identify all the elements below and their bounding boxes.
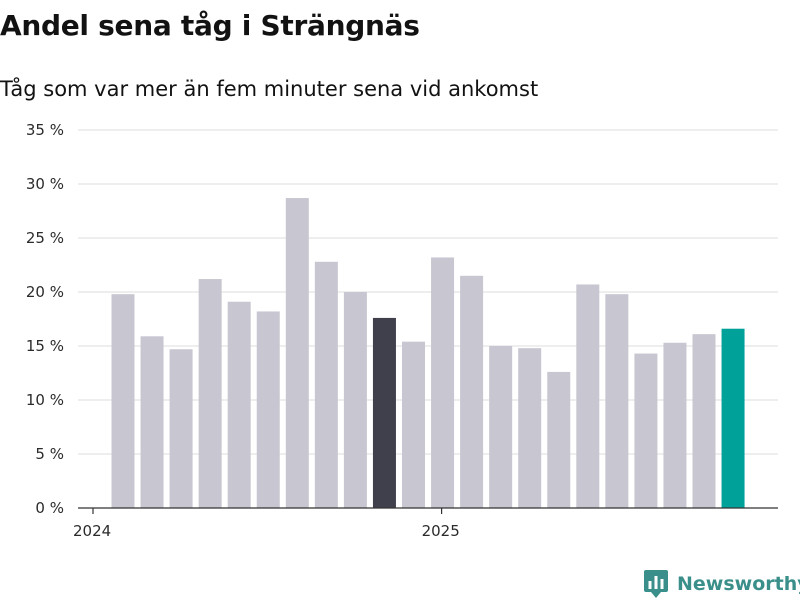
y-tick-label: 5 % (35, 445, 64, 463)
bar-2024-06 (256, 311, 280, 508)
x-axis-ticks: 2024 2025 (73, 508, 460, 540)
bar-2024-01 (111, 294, 135, 508)
y-tick-label: 10 % (26, 391, 64, 409)
y-tick-label: 35 % (26, 121, 64, 139)
bar-2024-11 (402, 341, 425, 508)
bar-2024-12 (431, 257, 455, 508)
bar-2024-05 (227, 301, 251, 508)
bar-2025-09 (692, 334, 716, 508)
bar-2025-01 (460, 275, 484, 508)
bar-2024-03 (169, 349, 193, 508)
x-tick-label: 2025 (422, 522, 460, 540)
newsworthy-logo-icon (644, 570, 668, 598)
bar-chart: 0 % 5 % 10 % 15 % 20 % 25 % 30 % 35 % 2024 2025 (26, 121, 778, 540)
bar-2024-08 (314, 261, 338, 508)
y-axis-ticks: 0 % 5 % 10 % 15 % 20 % 25 % 30 % 35 % (26, 121, 64, 517)
brand-logo: Newsworthy (643, 569, 800, 599)
bar-2025-10 (721, 328, 745, 508)
chart-title: Andel sena tåg i Strängnäs (0, 9, 420, 42)
bar-2024-02 (140, 336, 164, 508)
y-tick-label: 20 % (26, 283, 64, 301)
y-tick-label: 15 % (26, 337, 64, 355)
brand-name: Newsworthy (677, 573, 800, 595)
bar-2025-03 (518, 348, 542, 508)
bar-2024-10 (372, 317, 396, 508)
bar-2025-06 (605, 294, 629, 508)
y-tick-label: 0 % (35, 499, 64, 517)
bar-2025-08 (663, 342, 687, 508)
bar-2025-04 (547, 371, 571, 508)
gridlines (78, 129, 778, 455)
bar-2025-02 (489, 346, 513, 508)
y-tick-label: 25 % (26, 229, 64, 247)
bar-2024-04 (198, 279, 222, 508)
chart-subtitle: Tåg som var mer än fem minuter sena vid … (0, 77, 539, 101)
bar-2025-05 (576, 284, 600, 508)
bar-2024-07 (285, 198, 309, 509)
bar-2025-07 (634, 353, 658, 508)
bars (111, 198, 745, 509)
bar-2024-09 (343, 292, 367, 508)
x-tick-label: 2024 (73, 522, 111, 540)
y-tick-label: 30 % (26, 175, 64, 193)
